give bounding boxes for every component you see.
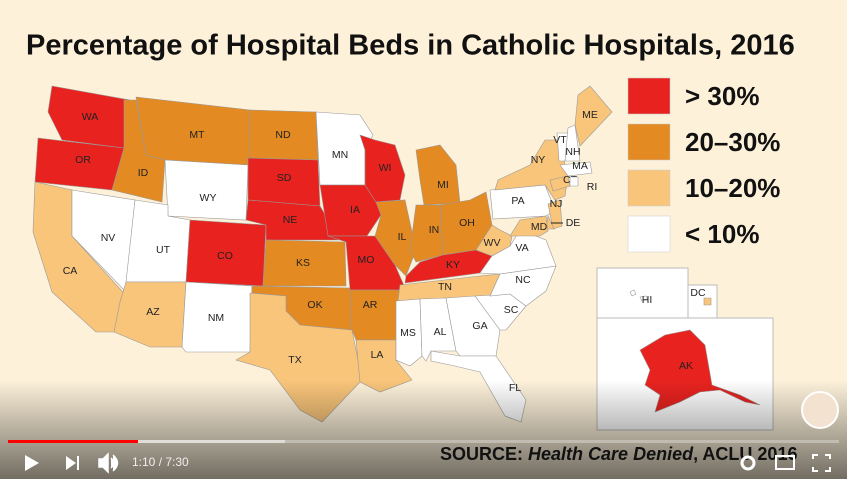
state-label: NJ bbox=[550, 198, 563, 210]
state-label: AK bbox=[679, 360, 693, 372]
state-label: MO bbox=[358, 254, 375, 266]
state-label: RI bbox=[587, 181, 598, 193]
progress-track[interactable] bbox=[8, 440, 839, 443]
state-label: IN bbox=[429, 224, 440, 236]
progress-played bbox=[8, 440, 138, 443]
volume-button[interactable] bbox=[98, 452, 119, 474]
legend-label: < 10% bbox=[685, 219, 759, 249]
fullscreen-button[interactable] bbox=[812, 454, 831, 472]
state-shape bbox=[629, 289, 649, 302]
state-label: IL bbox=[398, 231, 407, 243]
state-label: OK bbox=[307, 299, 322, 311]
state-label: LA bbox=[371, 349, 384, 361]
state-label: WV bbox=[484, 237, 501, 249]
source-suffix: , ACLU 2016 bbox=[693, 444, 797, 464]
state-shape bbox=[547, 199, 563, 230]
state-label: KY bbox=[446, 259, 460, 271]
hi-inset bbox=[596, 267, 689, 319]
state-label: IA bbox=[350, 204, 360, 216]
state-label: GA bbox=[472, 320, 487, 332]
state-label: MD bbox=[531, 221, 548, 233]
channel-avatar[interactable] bbox=[801, 391, 839, 429]
state-label: WY bbox=[200, 192, 217, 204]
state-shape bbox=[564, 124, 581, 162]
state-label: NM bbox=[208, 312, 224, 324]
state-label: VT bbox=[553, 134, 567, 146]
legend: > 30% 20–30% 10–20% < 10% bbox=[627, 77, 780, 253]
state-label: AL bbox=[434, 326, 447, 338]
state-shape bbox=[374, 199, 417, 277]
controls-shade bbox=[0, 380, 847, 479]
state-label: NY bbox=[531, 154, 546, 166]
state-label: UT bbox=[156, 244, 171, 256]
dc-inset bbox=[687, 284, 718, 319]
state-shape bbox=[395, 298, 423, 367]
state-shape bbox=[359, 134, 406, 203]
state-label: MT bbox=[189, 129, 205, 141]
state-shape bbox=[559, 161, 593, 177]
state-shape bbox=[47, 85, 131, 149]
legend-swatch bbox=[627, 123, 671, 161]
state-label: MA bbox=[572, 160, 588, 172]
source-prefix: SOURCE: bbox=[440, 444, 523, 464]
play-button[interactable] bbox=[25, 455, 39, 471]
state-shape bbox=[319, 184, 382, 237]
state-shape bbox=[262, 239, 347, 287]
time-display: 1:10 / 7:30 bbox=[132, 455, 189, 469]
state-label: TX bbox=[288, 354, 301, 366]
state-label: NC bbox=[515, 274, 531, 286]
state-label: NH bbox=[565, 146, 580, 158]
state-label: MN bbox=[332, 149, 348, 161]
title: Percentage of Hospital Beds in Catholic … bbox=[26, 30, 795, 62]
state-label: ND bbox=[275, 129, 291, 141]
state-label: OH bbox=[459, 217, 475, 229]
source: SOURCE: Health Care Denied, ACLU 2016 bbox=[440, 444, 797, 464]
legend-swatch bbox=[627, 77, 671, 115]
state-shape bbox=[349, 289, 401, 341]
state-label: KS bbox=[296, 257, 310, 269]
source-title: Health Care Denied bbox=[528, 444, 694, 464]
state-label: HI bbox=[642, 294, 653, 306]
state-label: OR bbox=[75, 154, 91, 166]
state-shape bbox=[574, 85, 613, 147]
state-label: WI bbox=[379, 162, 392, 174]
state-label: TN bbox=[438, 281, 452, 293]
state-label: MS bbox=[400, 327, 416, 339]
legend-swatch bbox=[627, 169, 671, 207]
progress-buffer bbox=[8, 440, 285, 443]
legend-swatch bbox=[627, 215, 671, 253]
legend-label: > 30% bbox=[685, 81, 759, 111]
state-label: ID bbox=[138, 167, 149, 179]
state-shape bbox=[409, 204, 444, 263]
state-shape bbox=[181, 281, 253, 353]
state-label: VA bbox=[515, 242, 528, 254]
state-label: PA bbox=[511, 195, 524, 207]
state-label: DE bbox=[566, 217, 581, 229]
state-label: AR bbox=[363, 299, 378, 311]
state-label: DC bbox=[690, 287, 706, 299]
state-label: CA bbox=[63, 265, 78, 277]
state-label: NE bbox=[283, 214, 298, 226]
state-shape bbox=[509, 215, 549, 237]
state-label: MI bbox=[437, 179, 449, 191]
state-label: AZ bbox=[146, 306, 160, 318]
legend-label: 20–30% bbox=[685, 127, 780, 157]
state-shape bbox=[569, 176, 579, 187]
state-label: WA bbox=[82, 111, 99, 123]
state-label: SD bbox=[277, 172, 292, 184]
state-label: CO bbox=[217, 250, 233, 262]
state-shape bbox=[703, 297, 712, 306]
next-button[interactable] bbox=[66, 456, 79, 470]
state-label: SC bbox=[504, 304, 519, 316]
theater-button[interactable] bbox=[775, 455, 795, 470]
legend-label: 10–20% bbox=[685, 173, 780, 203]
state-label: NV bbox=[101, 232, 116, 244]
state-label: ME bbox=[582, 109, 598, 121]
state-shape bbox=[111, 99, 166, 203]
state-shape bbox=[164, 159, 249, 221]
settings-button[interactable] bbox=[740, 455, 756, 471]
